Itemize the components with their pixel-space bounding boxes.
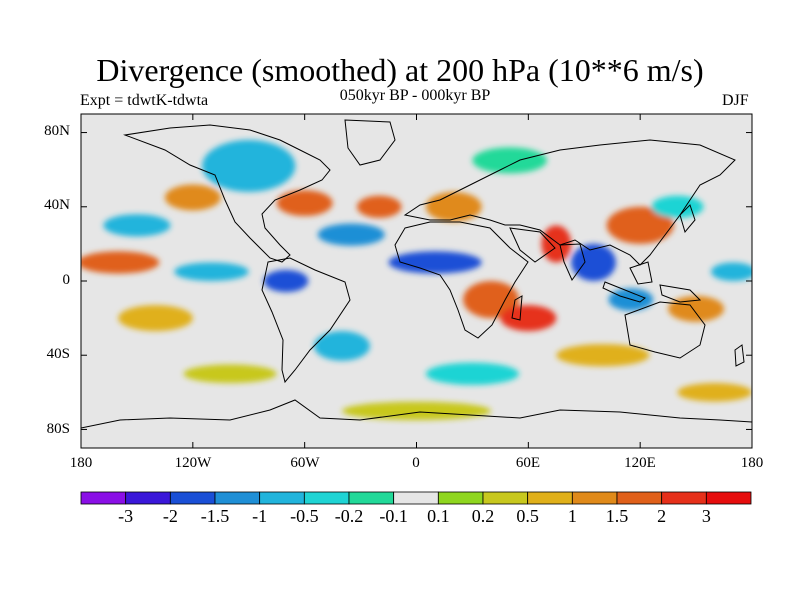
- divergence-field: [81, 139, 752, 421]
- experiment-label: Expt = tdwtK-tdwta: [80, 92, 209, 109]
- colorbar-tick-label: -1.5: [200, 506, 230, 526]
- lon-label: 120E: [624, 455, 656, 471]
- colorbar-tick-label: -0.5: [290, 506, 319, 526]
- colorbar-tick-label: -3: [118, 506, 134, 526]
- lat-label: 80S: [46, 421, 70, 437]
- map-background: [81, 114, 752, 448]
- field-anomaly: [313, 331, 370, 361]
- lat-label: 40N: [44, 197, 70, 213]
- coastlines: [81, 119, 752, 429]
- field-anomaly: [263, 269, 309, 293]
- colorbar-tick-label: -2: [162, 506, 178, 526]
- lon-label: 60W: [290, 455, 320, 471]
- field-anomaly: [606, 206, 674, 244]
- colorbar-swatch: [661, 491, 707, 505]
- colorbar: [80, 491, 752, 505]
- field-anomaly: [472, 147, 547, 174]
- field-anomaly: [425, 191, 482, 222]
- colorbar-tick-label: 0.2: [471, 506, 495, 526]
- colorbar-tick-label: 0.5: [516, 506, 539, 526]
- lon-label: 180: [69, 455, 93, 471]
- colorbar-tick-label: 1.5: [605, 506, 629, 526]
- lon-label: 0: [412, 455, 420, 471]
- colorbar-swatch: [80, 491, 127, 505]
- colorbar-swatch: [482, 491, 529, 505]
- field-anomaly: [164, 184, 221, 211]
- colorbar-swatch: [348, 491, 395, 505]
- colorbar-tick-label: -0.2: [334, 506, 364, 526]
- colorbar-swatch: [393, 491, 439, 505]
- field-anomaly: [463, 281, 520, 319]
- colorbar-swatch: [125, 491, 171, 505]
- lon-label: 60E: [515, 455, 541, 471]
- field-anomaly: [356, 195, 402, 218]
- field-anomaly: [388, 251, 482, 274]
- colorbar-tick-label: -0.1: [379, 506, 408, 526]
- field-anomaly: [118, 305, 193, 332]
- lat-label: 0: [62, 272, 71, 288]
- field-anomaly: [500, 305, 557, 332]
- period-label: 050kyr BP - 000kyr BP: [339, 87, 491, 104]
- colorbar-swatch: [259, 491, 305, 505]
- field-anomaly: [668, 295, 725, 322]
- field-anomaly: [425, 362, 520, 385]
- colorbar-swatch: [705, 491, 752, 505]
- colorbar-tick-label: 0.1: [427, 506, 450, 526]
- colorbar-swatch: [214, 491, 261, 505]
- field-anomaly: [183, 364, 277, 384]
- colorbar-tick-label: -1: [252, 506, 268, 526]
- field-anomaly: [276, 190, 333, 217]
- field-anomaly: [677, 383, 752, 402]
- lat-label: 80N: [44, 123, 70, 139]
- colorbar-swatch: [303, 491, 350, 505]
- colorbar-swatch: [527, 491, 573, 505]
- lon-label: 120W: [174, 455, 212, 471]
- field-anomaly: [711, 262, 752, 281]
- lat-label: 40S: [46, 346, 70, 362]
- field-anomaly: [174, 262, 249, 281]
- axis-ticks: [80, 114, 753, 448]
- field-anomaly: [81, 251, 160, 274]
- lon-label: 180: [740, 455, 764, 471]
- colorbar-tick-label: 1: [567, 506, 577, 526]
- colorbar-swatch: [169, 491, 216, 505]
- colorbar-tick-label: 3: [701, 506, 711, 526]
- field-anomaly: [317, 223, 385, 246]
- colorbar-swatch: [571, 491, 618, 505]
- colorbar-swatch: [437, 491, 484, 505]
- field-anomaly: [651, 195, 704, 218]
- chart-title: Divergence (smoothed) at 200 hPa (10**6 …: [96, 52, 704, 88]
- field-anomaly: [541, 225, 572, 263]
- field-anomaly: [202, 139, 296, 192]
- colorbar-swatch: [616, 491, 663, 505]
- field-anomaly: [341, 401, 492, 421]
- colorbar-tick-label: 2: [657, 506, 667, 526]
- season-label: DJF: [722, 92, 749, 109]
- field-anomaly: [556, 344, 650, 367]
- field-anomaly: [103, 214, 171, 237]
